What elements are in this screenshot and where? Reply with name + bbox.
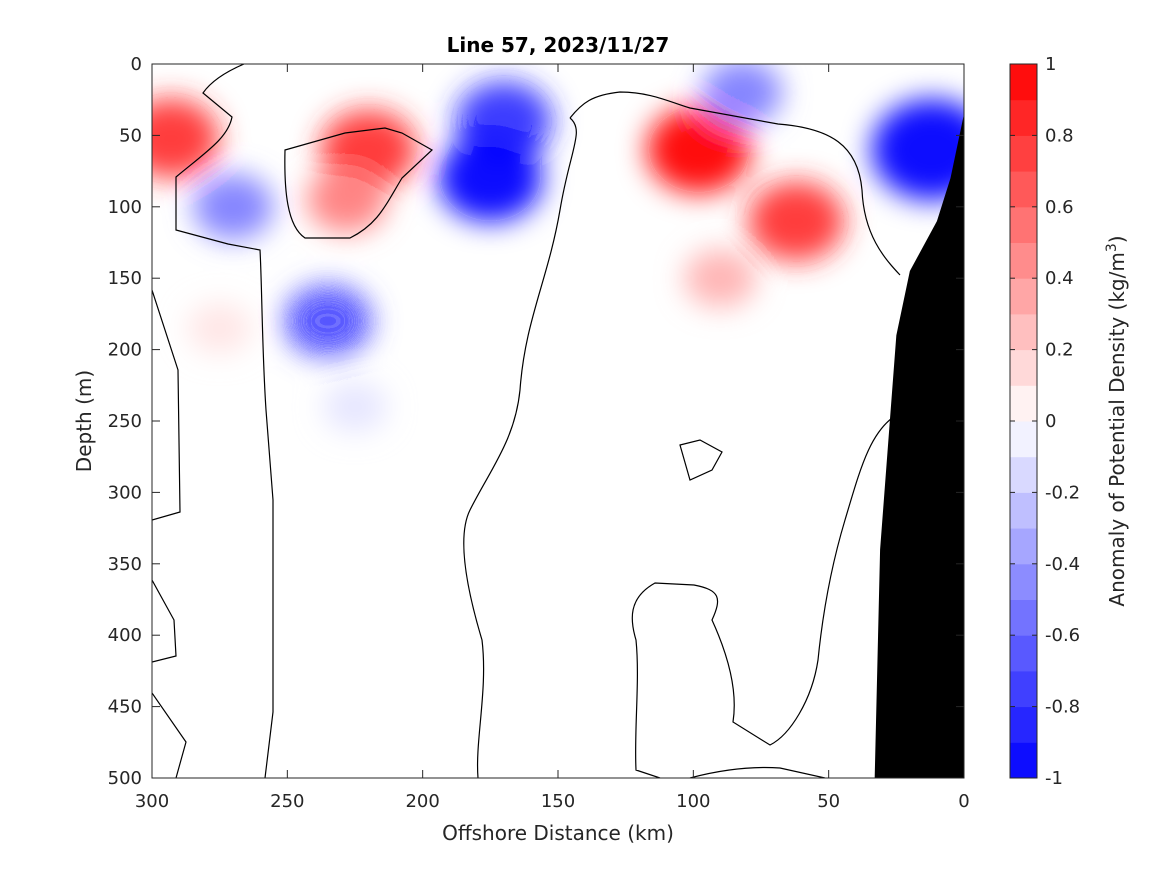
colorbar-band (1010, 563, 1037, 600)
colorbar-band (1010, 349, 1037, 386)
colorbar-band (1010, 635, 1037, 672)
zero-contour-left-edge (152, 289, 181, 663)
colorbar-tick-label: 0.4 (1045, 268, 1074, 289)
y-tick-label: 150 (108, 268, 142, 289)
zero-contour-center-left (569, 91, 901, 276)
zero-contour-right-lower (631, 413, 899, 778)
colorbar-band (1010, 706, 1037, 743)
colorbar-band (1010, 670, 1037, 708)
colorbar-band (1010, 456, 1037, 493)
anomaly-feature-2 (187, 302, 252, 354)
colorbar-band (1010, 313, 1037, 351)
colorbar-tick-label: -0.6 (1045, 625, 1080, 646)
colorbar-band (1010, 492, 1037, 529)
colorbar-band (1010, 599, 1037, 636)
y-tick-label: 250 (108, 411, 142, 432)
chart-title: Line 57, 2023/11/27 (447, 33, 670, 57)
colorbar-label-sup: 3 (1104, 243, 1120, 252)
x-tick-label: 150 (541, 791, 575, 812)
contour-fill (152, 64, 964, 433)
x-tick-label: 0 (958, 791, 969, 812)
zero-contour-upper-left (175, 64, 274, 778)
colorbar-band (1010, 242, 1037, 279)
y-axis-label: Depth (m) (72, 370, 96, 472)
colorbar-band (1010, 421, 1037, 458)
x-tick-label: 100 (676, 791, 710, 812)
x-axis-label: Offshore Distance (km) (442, 821, 674, 845)
colorbar-tick-label: 0 (1045, 411, 1056, 432)
y-tick-label: 400 (108, 625, 142, 646)
x-axis: 300 250 200 150 100 50 0 (135, 64, 970, 812)
zero-contour-center (463, 117, 577, 778)
y-tick-label: 450 (108, 697, 142, 718)
y-tick-label: 100 (108, 197, 142, 218)
x-tick-label: 50 (817, 791, 840, 812)
anomaly-feature-13 (871, 98, 964, 201)
colorbar-band (1010, 171, 1037, 208)
colorbar-band (1010, 528, 1037, 565)
anomaly-feature-11 (684, 249, 757, 308)
colorbar-tick-label: -1 (1045, 768, 1063, 789)
colorbar-tick-label: -0.8 (1045, 697, 1080, 718)
y-tick-label: 0 (131, 54, 142, 75)
colorbar-tick-label: 0.8 (1045, 125, 1074, 146)
colorbar-tick-label: 0.6 (1045, 197, 1074, 218)
y-axis: 0 50 100 150 200 250 300 350 400 450 500 (108, 54, 964, 789)
x-tick-label: 200 (405, 791, 439, 812)
colorbar-band (1010, 385, 1037, 422)
anomaly-feature-0 (152, 98, 219, 179)
colorbar-label: Anomaly of Potential Density (kg/m3) (1104, 235, 1129, 606)
colorbar-band (1010, 64, 1037, 101)
x-tick-label: 300 (135, 791, 169, 812)
zero-contour-bottom (689, 766, 826, 778)
y-tick-label: 500 (108, 768, 142, 789)
zero-contour-left-bottom (152, 692, 187, 778)
zero-contour-small-ring (679, 439, 723, 481)
anomaly-feature-8 (323, 381, 387, 433)
colorbar-tick-label: -0.4 (1045, 554, 1080, 575)
colorbar-band (1010, 742, 1037, 779)
anomaly-feature-1 (193, 174, 274, 240)
bathymetry-profile (874, 113, 964, 779)
anomaly-feature-10 (748, 181, 845, 262)
plot-background (152, 64, 964, 778)
anomaly-feature-7 (283, 284, 372, 358)
colorbar-band (1010, 206, 1037, 243)
anomaly-feature-4 (306, 166, 387, 233)
zero-contour-lines (152, 64, 901, 778)
colorbar-label-end: ) (1105, 235, 1129, 243)
colorbar-tick-label: 1 (1045, 54, 1056, 75)
zero-contour-blue-ring (284, 127, 434, 239)
colorbar-band (1010, 135, 1037, 172)
anomaly-feature-6 (438, 134, 543, 222)
colorbar-tick-label: -0.2 (1045, 482, 1080, 503)
colorbar-label-main: Anomaly of Potential Density (kg/m (1105, 252, 1129, 606)
x-tick-label: 250 (270, 791, 304, 812)
colorbar-band (1010, 99, 1037, 136)
y-tick-label: 350 (108, 554, 142, 575)
colorbar: 1 0.8 0.6 0.4 0.2 0 -0.2 -0.4 -0.6 -0.8 -1 (1009, 54, 1080, 789)
anomaly-feature-9 (646, 106, 751, 194)
colorbar-tick-label: 0.2 (1045, 340, 1074, 361)
anomaly-feature-12 (702, 64, 783, 126)
y-tick-label: 50 (119, 125, 142, 146)
y-tick-label: 200 (108, 340, 142, 361)
y-tick-label: 300 (108, 482, 142, 503)
colorbar-band (1010, 278, 1037, 315)
